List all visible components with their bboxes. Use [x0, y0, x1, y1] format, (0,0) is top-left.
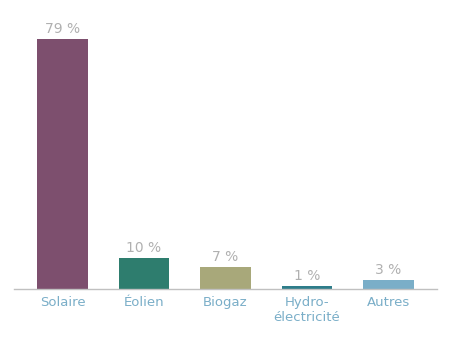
Bar [119, 258, 169, 289]
Bar [282, 286, 332, 289]
Bar [37, 39, 88, 289]
Bar [364, 280, 414, 289]
Text: 79 %: 79 % [45, 22, 80, 36]
Text: 3 %: 3 % [375, 263, 402, 277]
Text: 10 %: 10 % [126, 241, 161, 255]
Bar [200, 267, 251, 289]
Text: 1 %: 1 % [294, 269, 320, 283]
Text: 7 %: 7 % [212, 250, 239, 264]
